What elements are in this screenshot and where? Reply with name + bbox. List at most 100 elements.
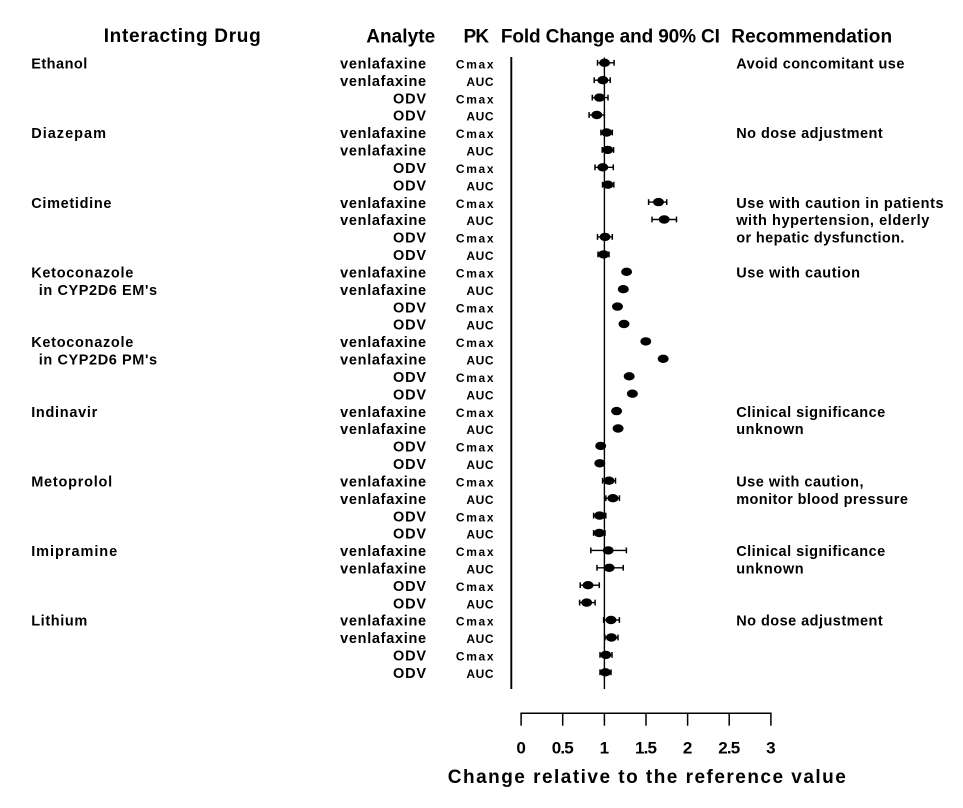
svg-text:ODV: ODV	[393, 457, 426, 473]
svg-text:Diazepam: Diazepam	[31, 126, 106, 142]
svg-text:ODV: ODV	[393, 248, 426, 264]
svg-text:AUC: AUC	[466, 284, 493, 298]
svg-text:venlafaxine: venlafaxine	[340, 57, 426, 73]
svg-text:in CYP2D6 PM's: in CYP2D6 PM's	[39, 353, 157, 369]
svg-text:Cmax: Cmax	[456, 232, 494, 246]
svg-text:Cmax: Cmax	[456, 267, 494, 281]
svg-text:ODV: ODV	[393, 231, 426, 247]
svg-text:venlafaxine: venlafaxine	[340, 283, 426, 299]
svg-text:ODV: ODV	[393, 109, 426, 125]
svg-text:venlafaxine: venlafaxine	[340, 74, 426, 90]
svg-text:0.5: 0.5	[552, 738, 574, 757]
svg-text:Cmax: Cmax	[456, 336, 494, 350]
svg-text:venlafaxine: venlafaxine	[340, 213, 426, 229]
svg-text:or hepatic dysfunction.: or hepatic dysfunction.	[736, 231, 904, 247]
svg-text:venlafaxine: venlafaxine	[340, 126, 426, 142]
svg-text:Cmax: Cmax	[456, 545, 494, 559]
svg-text:3: 3	[766, 738, 775, 757]
svg-text:AUC: AUC	[466, 493, 493, 507]
svg-text:AUC: AUC	[466, 597, 493, 611]
svg-text:AUC: AUC	[466, 214, 493, 228]
svg-text:Indinavir: Indinavir	[31, 405, 97, 421]
svg-text:monitor blood pressure: monitor blood pressure	[736, 492, 908, 508]
svg-text:venlafaxine: venlafaxine	[340, 196, 426, 212]
svg-text:ODV: ODV	[393, 649, 426, 665]
svg-text:in CYP2D6 EM's: in CYP2D6 EM's	[39, 283, 157, 299]
svg-text:Cmax: Cmax	[456, 615, 494, 629]
svg-text:ODV: ODV	[393, 509, 426, 525]
svg-text:Cmax: Cmax	[456, 406, 494, 420]
svg-text:Cmax: Cmax	[456, 580, 494, 594]
svg-text:with hypertension, elderly: with hypertension, elderly	[735, 213, 929, 229]
svg-text:Use with caution in patients: Use with caution in patients	[736, 196, 943, 212]
svg-text:PK: PK	[464, 27, 490, 48]
svg-text:Cmax: Cmax	[456, 92, 494, 106]
svg-text:AUC: AUC	[466, 388, 493, 402]
svg-text:ODV: ODV	[393, 387, 426, 403]
svg-text:AUC: AUC	[466, 75, 493, 89]
svg-text:AUC: AUC	[466, 667, 493, 681]
svg-text:Clinical significance: Clinical significance	[736, 544, 885, 560]
svg-text:AUC: AUC	[466, 145, 493, 159]
svg-text:Cmax: Cmax	[456, 650, 494, 664]
svg-text:venlafaxine: venlafaxine	[340, 422, 426, 438]
svg-text:Change relative to the referen: Change relative to the reference value	[448, 767, 846, 788]
svg-text:Interacting Drug: Interacting Drug	[104, 26, 261, 47]
svg-text:ODV: ODV	[393, 596, 426, 612]
svg-text:venlafaxine: venlafaxine	[340, 353, 426, 369]
svg-text:venlafaxine: venlafaxine	[340, 544, 426, 560]
svg-text:unknown: unknown	[736, 422, 803, 438]
svg-text:AUC: AUC	[466, 563, 493, 577]
svg-text:AUC: AUC	[466, 458, 493, 472]
svg-text:1.5: 1.5	[635, 738, 657, 757]
svg-text:venlafaxine: venlafaxine	[340, 405, 426, 421]
svg-text:Lithium: Lithium	[31, 614, 87, 630]
svg-text:2: 2	[683, 738, 692, 757]
svg-text:ODV: ODV	[393, 440, 426, 456]
svg-text:AUC: AUC	[466, 528, 493, 542]
svg-text:venlafaxine: venlafaxine	[340, 266, 426, 282]
svg-text:ODV: ODV	[393, 370, 426, 386]
svg-text:ODV: ODV	[393, 579, 426, 595]
svg-text:ODV: ODV	[393, 178, 426, 194]
svg-text:venlafaxine: venlafaxine	[340, 562, 426, 578]
svg-text:Cmax: Cmax	[456, 510, 494, 524]
svg-text:ODV: ODV	[393, 300, 426, 316]
svg-text:Clinical significance: Clinical significance	[736, 405, 885, 421]
svg-text:venlafaxine: venlafaxine	[340, 144, 426, 160]
svg-text:ODV: ODV	[393, 666, 426, 682]
svg-text:ODV: ODV	[393, 161, 426, 177]
svg-text:0: 0	[516, 738, 525, 757]
svg-text:ODV: ODV	[393, 91, 426, 107]
svg-text:Imipramine: Imipramine	[31, 544, 117, 560]
svg-text:AUC: AUC	[466, 110, 493, 124]
svg-text:Avoid concomitant use: Avoid concomitant use	[736, 57, 904, 73]
svg-text:Analyte: Analyte	[366, 27, 435, 48]
svg-text:venlafaxine: venlafaxine	[340, 474, 426, 490]
svg-text:venlafaxine: venlafaxine	[340, 335, 426, 351]
svg-text:No dose adjustment: No dose adjustment	[736, 126, 883, 142]
svg-text:AUC: AUC	[466, 179, 493, 193]
svg-text:Use with caution,: Use with caution,	[736, 474, 863, 490]
svg-text:Ethanol: Ethanol	[31, 57, 87, 73]
svg-text:venlafaxine: venlafaxine	[340, 492, 426, 508]
svg-text:AUC: AUC	[466, 423, 493, 437]
svg-text:Cmax: Cmax	[456, 58, 494, 72]
svg-text:Cmax: Cmax	[456, 371, 494, 385]
svg-text:AUC: AUC	[466, 319, 493, 333]
svg-text:Cmax: Cmax	[456, 301, 494, 315]
svg-text:Cmax: Cmax	[456, 197, 494, 211]
svg-text:AUC: AUC	[466, 632, 493, 646]
svg-text:ODV: ODV	[393, 527, 426, 543]
svg-text:Fold Change and 90% CI: Fold Change and 90% CI	[501, 27, 720, 48]
svg-text:1: 1	[600, 738, 609, 757]
svg-text:Cimetidine: Cimetidine	[31, 196, 111, 212]
svg-text:unknown: unknown	[736, 562, 803, 578]
svg-text:Metoprolol: Metoprolol	[31, 474, 112, 490]
svg-text:Ketoconazole: Ketoconazole	[31, 335, 133, 351]
svg-text:Cmax: Cmax	[456, 162, 494, 176]
svg-text:venlafaxine: venlafaxine	[340, 631, 426, 647]
svg-text:Use with caution: Use with caution	[736, 266, 860, 282]
svg-text:Cmax: Cmax	[456, 475, 494, 489]
svg-text:No dose adjustment: No dose adjustment	[736, 614, 883, 630]
